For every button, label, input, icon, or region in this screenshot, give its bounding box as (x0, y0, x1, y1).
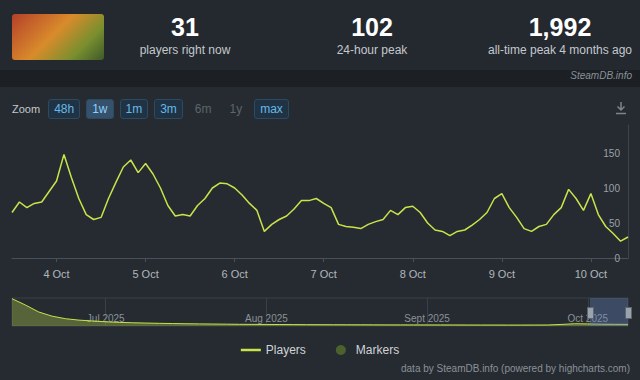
html-text:max: max (260, 102, 283, 116)
html-text:3m: 3m (160, 102, 177, 116)
html-text:all-time peak 4 months ago: all-time peak 4 months ago (488, 43, 632, 57)
svg-text:Markers: Markers (356, 343, 399, 357)
svg-text:50: 50 (609, 218, 621, 229)
svg-text:4 Oct: 4 Oct (43, 268, 69, 280)
svg-text:7 Oct: 7 Oct (311, 268, 337, 280)
svg-text:8 Oct: 8 Oct (400, 268, 426, 280)
html-text:1,992: 1,992 (528, 13, 592, 41)
html-text:102: 102 (351, 13, 393, 41)
svg-text:Jul 2025: Jul 2025 (86, 312, 125, 324)
html-text:1m: 1m (125, 102, 143, 116)
svg-text:150: 150 (603, 148, 620, 159)
html-text:31: 31 (171, 13, 199, 41)
svg-text:5 Oct: 5 Oct (132, 268, 158, 280)
html-text:SteamDB.info: SteamDB.info (570, 70, 632, 81)
html-text:players right now: players right now (139, 43, 231, 57)
html-text:Zoom: Zoom (12, 103, 41, 115)
html-text:48h: 48h (54, 102, 75, 116)
svg-text:0: 0 (614, 253, 620, 264)
svg-text:6 Oct: 6 Oct (222, 268, 248, 280)
svg-text:9 Oct: 9 Oct (489, 268, 515, 280)
html-text:6m: 6m (194, 102, 212, 116)
html-text:1y: 1y (229, 102, 243, 116)
svg-text:Sept 2025: Sept 2025 (404, 313, 450, 324)
svg-text:Players: Players (266, 343, 306, 357)
svg-text:100: 100 (603, 183, 620, 194)
html-text:24-hour peak: 24-hour peak (336, 43, 408, 57)
svg-text:Aug 2025: Aug 2025 (245, 313, 288, 324)
svg-text:10 Oct: 10 Oct (575, 268, 607, 280)
html-text:1w: 1w (92, 102, 108, 116)
html-text:data by SteamDB.info (powered: data by SteamDB.info (powered by highcha… (401, 363, 630, 374)
